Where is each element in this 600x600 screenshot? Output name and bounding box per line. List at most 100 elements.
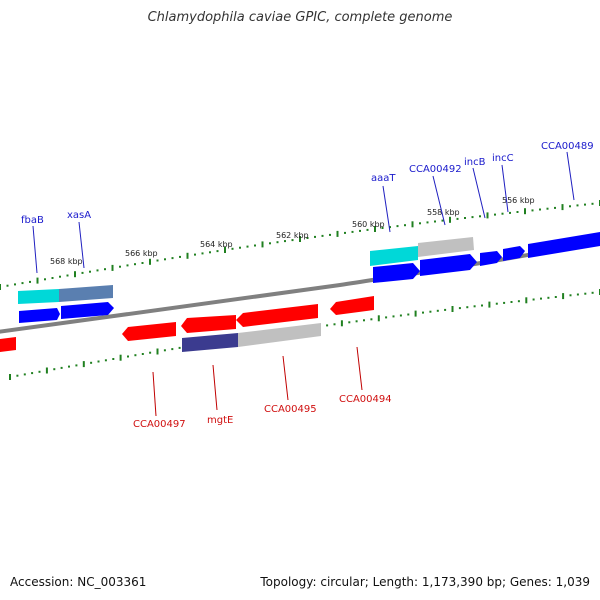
gene-arrow[interactable] [528, 232, 600, 258]
major-tick [561, 204, 564, 211]
major-tick [488, 301, 491, 308]
minor-tick [60, 366, 63, 369]
minor-tick [591, 291, 594, 294]
minor-tick [516, 211, 519, 213]
minor-tick [458, 307, 461, 310]
gene-label-xasA: xasA [67, 210, 91, 221]
gene-label-mgtE: mgtE [207, 415, 233, 426]
minor-tick [554, 296, 557, 298]
minor-tick [351, 230, 354, 233]
minor-tick [209, 251, 211, 254]
gene-label-CCA00492: CCA00492 [409, 164, 462, 175]
minor-tick [546, 207, 549, 210]
minor-tick [456, 217, 459, 220]
gene-arrow[interactable] [19, 308, 60, 323]
leader-line [152, 371, 157, 417]
gene-arrow[interactable] [330, 296, 374, 315]
leader-line [282, 355, 289, 401]
minor-tick [141, 353, 144, 355]
minor-tick [127, 355, 129, 358]
map-title: Chlamydophila caviae GPIC, complete geno… [147, 10, 453, 25]
lower-leader-lines [152, 346, 363, 417]
minor-tick [194, 253, 196, 256]
minor-tick [239, 246, 241, 249]
gene-arrow[interactable] [503, 246, 525, 261]
gene-arrow[interactable] [181, 315, 236, 333]
lower-gene-labels: CCA00497 mgtE CCA00495 CCA00494 [133, 394, 392, 430]
major-tick [562, 293, 565, 300]
feature-bar[interactable] [59, 285, 113, 302]
minor-tick [404, 224, 406, 227]
gene-arrow[interactable] [0, 337, 16, 352]
minor-tick [576, 204, 579, 207]
feature-bar[interactable] [418, 237, 474, 257]
gene-label-CCA00494: CCA00494 [339, 394, 392, 405]
minor-tick [96, 269, 99, 272]
minor-tick [246, 245, 249, 248]
leader-line [432, 175, 446, 226]
minor-tick [126, 264, 129, 267]
gene-label-incC: incC [492, 153, 514, 164]
feature-bar[interactable] [18, 289, 59, 304]
minor-tick [66, 274, 69, 277]
minor-tick [584, 292, 587, 295]
minor-tick [569, 205, 571, 208]
leader-line [32, 225, 38, 274]
minor-tick [434, 220, 436, 223]
minor-tick [134, 263, 136, 266]
minor-tick [419, 222, 421, 225]
gene-arrow[interactable] [480, 251, 502, 266]
minor-tick [517, 300, 520, 303]
minor-tick [44, 278, 46, 281]
minor-tick [326, 324, 329, 327]
major-tick [525, 297, 528, 304]
gene-label-incB: incB [464, 157, 486, 168]
minor-tick [501, 212, 504, 215]
minor-tick [407, 313, 410, 316]
major-tick [9, 374, 11, 380]
gene-arrow[interactable] [373, 263, 420, 283]
upper-tick-row [0, 200, 600, 290]
minor-tick [381, 227, 384, 229]
genome-summary-text: Topology: circular; Length: 1,173,390 bp… [260, 575, 590, 589]
feature-bar[interactable] [370, 246, 418, 266]
gene-arrow[interactable] [61, 302, 114, 319]
minor-tick [554, 206, 556, 209]
gene-label-CCA00495: CCA00495 [264, 404, 317, 415]
major-tick [224, 247, 226, 253]
major-tick [524, 208, 526, 215]
leader-line [356, 346, 363, 391]
minor-tick [306, 237, 309, 239]
minor-tick [481, 304, 483, 307]
minor-tick [97, 360, 100, 363]
kbp-label: 560 kbp [352, 220, 385, 229]
minor-tick [348, 321, 351, 324]
minor-tick [134, 354, 137, 357]
major-tick [414, 310, 417, 317]
minor-tick [14, 283, 16, 286]
minor-tick [366, 228, 369, 231]
gene-arrow[interactable] [122, 322, 176, 341]
major-tick [377, 315, 380, 322]
leader-line [382, 185, 391, 233]
minor-tick [163, 349, 166, 352]
feature-bar[interactable] [182, 333, 238, 352]
feature-bar[interactable] [238, 323, 321, 347]
minor-tick [23, 373, 26, 376]
minor-tick [104, 359, 107, 362]
minor-tick [385, 316, 388, 319]
minor-tick [392, 315, 395, 318]
minor-tick [104, 268, 106, 271]
minor-tick [141, 262, 144, 264]
minor-tick [495, 302, 498, 305]
major-tick [451, 306, 454, 312]
leader-line [212, 364, 218, 411]
gene-arrow[interactable] [420, 254, 477, 276]
minor-tick [509, 211, 511, 214]
major-tick [486, 212, 489, 219]
minor-tick [359, 229, 361, 232]
gene-label-CCA00489: CCA00489 [541, 141, 594, 152]
minor-tick [231, 247, 234, 250]
gene-arrow[interactable] [236, 304, 318, 327]
